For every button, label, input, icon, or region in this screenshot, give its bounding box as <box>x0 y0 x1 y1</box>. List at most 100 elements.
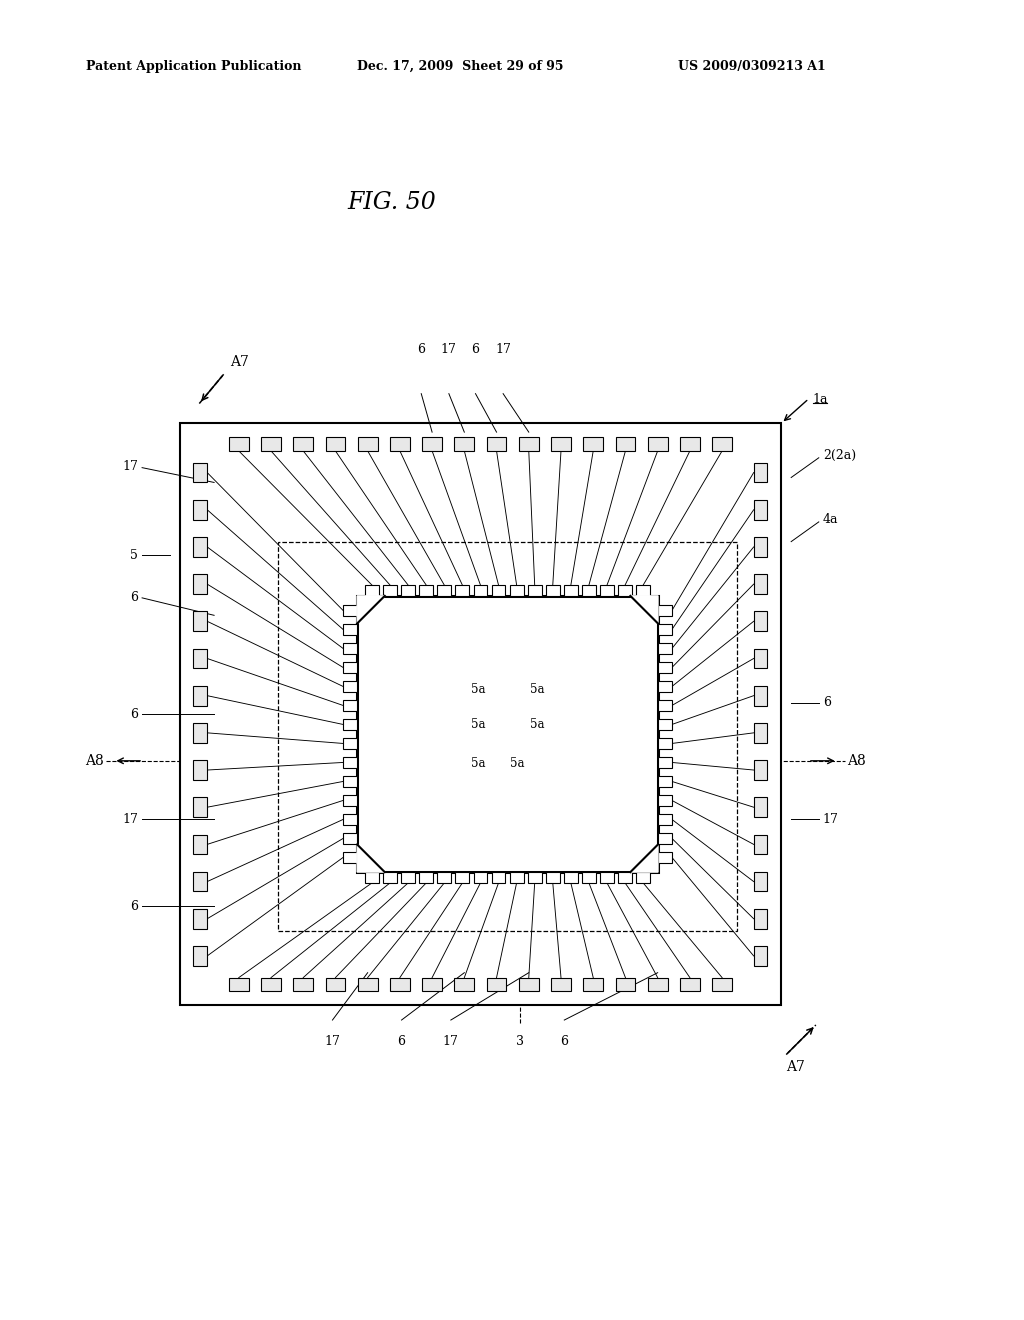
Bar <box>343 606 357 616</box>
Bar <box>658 738 672 748</box>
Bar <box>437 585 452 595</box>
Bar <box>713 978 732 991</box>
Bar <box>519 437 539 451</box>
Bar <box>194 574 207 594</box>
Bar <box>713 437 732 451</box>
Bar <box>419 873 433 883</box>
Text: 6: 6 <box>560 1035 568 1048</box>
Bar <box>754 686 767 705</box>
Bar <box>365 585 379 595</box>
Bar <box>343 851 357 863</box>
Bar <box>754 871 767 891</box>
Bar <box>754 463 767 482</box>
Bar <box>754 760 767 780</box>
Bar <box>564 873 578 883</box>
Bar <box>636 873 650 883</box>
Polygon shape <box>357 595 385 623</box>
Bar <box>486 978 507 991</box>
Bar <box>754 834 767 854</box>
Bar <box>194 463 207 482</box>
Text: FIG. 50: FIG. 50 <box>347 191 436 214</box>
Bar <box>658 776 672 787</box>
Text: 4a: 4a <box>822 513 839 527</box>
Bar <box>754 946 767 966</box>
Bar <box>551 978 570 991</box>
Bar <box>343 833 357 843</box>
Bar <box>658 795 672 805</box>
Bar <box>546 585 560 595</box>
Bar <box>582 873 596 883</box>
Bar <box>343 814 357 825</box>
Bar <box>455 978 474 991</box>
Bar <box>343 756 357 768</box>
Bar <box>600 585 614 595</box>
Bar <box>680 978 699 991</box>
Bar <box>229 978 249 991</box>
Text: US 2009/0309213 A1: US 2009/0309213 A1 <box>678 61 825 73</box>
Text: 5a: 5a <box>529 718 545 730</box>
Bar <box>293 978 313 991</box>
Text: 17: 17 <box>122 813 138 825</box>
Bar <box>658 663 672 673</box>
Text: 17: 17 <box>443 1035 459 1048</box>
Bar <box>455 437 474 451</box>
Bar <box>486 437 507 451</box>
Bar <box>584 437 603 451</box>
Bar <box>658 833 672 843</box>
Text: A8: A8 <box>848 754 866 768</box>
Bar <box>658 700 672 711</box>
Text: 6: 6 <box>130 900 138 913</box>
Bar <box>343 643 357 653</box>
Bar <box>343 719 357 730</box>
Bar <box>754 723 767 743</box>
Bar <box>527 873 542 883</box>
Bar <box>618 873 632 883</box>
Bar <box>390 437 410 451</box>
Bar <box>194 834 207 854</box>
Bar <box>194 537 207 557</box>
Bar <box>658 814 672 825</box>
Bar <box>754 797 767 817</box>
Text: 6: 6 <box>822 696 830 709</box>
Polygon shape <box>357 845 385 873</box>
Text: Dec. 17, 2009  Sheet 29 of 95: Dec. 17, 2009 Sheet 29 of 95 <box>357 61 563 73</box>
Bar <box>658 624 672 635</box>
Bar <box>194 648 207 668</box>
Bar <box>658 681 672 692</box>
Bar <box>261 978 281 991</box>
Bar <box>194 871 207 891</box>
Bar <box>343 624 357 635</box>
Bar <box>343 776 357 787</box>
Text: A8: A8 <box>85 754 103 768</box>
Bar <box>422 978 442 991</box>
Text: 17: 17 <box>122 461 138 473</box>
Bar <box>584 978 603 991</box>
Polygon shape <box>631 845 658 873</box>
Text: 5: 5 <box>130 549 138 562</box>
Bar <box>383 585 397 595</box>
Bar <box>636 585 650 595</box>
Text: 5a: 5a <box>471 718 485 730</box>
Bar <box>582 585 596 595</box>
Bar <box>343 795 357 805</box>
Bar <box>194 723 207 743</box>
Bar <box>357 978 378 991</box>
Bar <box>194 946 207 966</box>
Bar <box>658 851 672 863</box>
Bar <box>473 873 487 883</box>
Bar <box>551 437 570 451</box>
Bar <box>343 738 357 748</box>
Bar <box>194 909 207 928</box>
Bar <box>754 537 767 557</box>
Text: 6: 6 <box>397 1035 406 1048</box>
Bar <box>510 585 523 595</box>
Text: 6: 6 <box>471 343 479 356</box>
Bar <box>179 424 781 1006</box>
Bar <box>279 541 737 932</box>
Bar <box>437 873 452 883</box>
Bar <box>261 437 281 451</box>
Bar <box>527 585 542 595</box>
Text: 6: 6 <box>417 343 425 356</box>
Text: A7: A7 <box>786 1060 805 1073</box>
Text: 5a: 5a <box>471 758 485 770</box>
